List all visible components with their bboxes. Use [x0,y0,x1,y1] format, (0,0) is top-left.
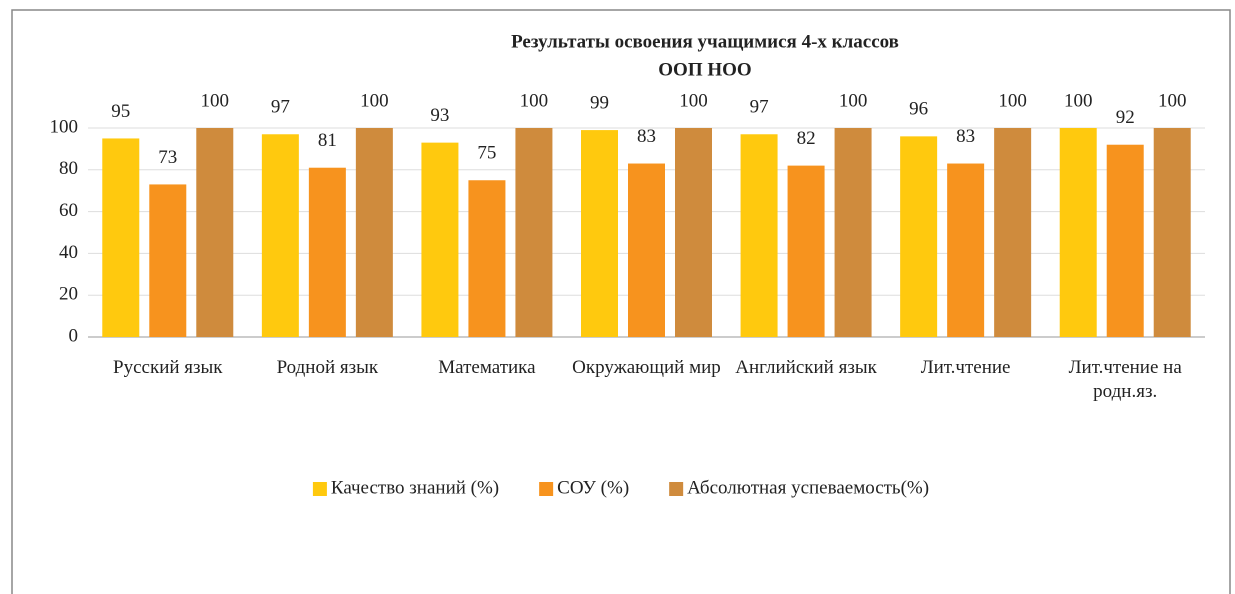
bar [102,138,140,337]
data-label: 97 [750,97,769,118]
data-label: 83 [637,126,656,147]
bar [308,167,346,337]
data-label: 99 [590,92,609,113]
x-tick-label: Английский язык [735,357,877,378]
data-label: 82 [797,128,816,149]
y-tick-label: 20 [59,284,78,305]
legend-swatch [539,482,554,496]
bar [149,184,187,337]
bar [1106,144,1144,337]
bar [834,128,872,337]
bar [1059,128,1097,337]
bar [355,128,393,337]
bar [468,180,506,337]
data-label: 100 [839,90,868,111]
bar [947,163,985,337]
data-label: 92 [1116,107,1135,128]
data-label: 100 [520,90,549,111]
y-tick-label: 40 [59,242,78,263]
data-label: 75 [477,143,496,164]
bar [196,128,234,337]
bar [515,128,553,337]
data-label: 93 [430,105,449,126]
data-label: 73 [158,147,177,168]
bar [900,136,938,337]
x-tick-label: Лит.чтение [920,357,1011,378]
y-tick-label: 80 [59,158,78,179]
legend-swatch [312,482,327,496]
bar [740,134,778,337]
bar [581,130,618,337]
bar [628,163,665,337]
x-tick-label: Лит.чтение на родн.яз. [1068,357,1182,402]
data-label: 100 [998,90,1027,111]
bar [787,165,825,337]
data-label: 83 [956,126,975,147]
bar [261,134,299,337]
legend-label: Абсолютная успеваемость(%) [687,477,929,498]
legend-label: СОУ (%) [557,477,629,498]
y-tick-label: 0 [69,325,79,346]
chart-title: ООП НОО [658,59,751,80]
data-label: 100 [679,90,708,111]
data-label: 100 [360,90,389,111]
x-tick-label: Русский язык [113,357,223,378]
data-label: 95 [111,101,130,122]
bar [675,128,712,337]
chart-border [11,9,1231,594]
bar [1153,128,1191,337]
bar [994,128,1032,337]
bar [421,142,459,337]
data-label: 81 [318,130,337,151]
y-tick-label: 100 [50,116,79,137]
y-tick-label: 60 [59,200,78,221]
data-label: 97 [271,97,290,118]
legend-swatch [669,482,684,496]
data-label: 100 [1158,90,1187,111]
data-label: 100 [201,90,230,111]
chart-title: Результаты освоения учащимися 4-х классо… [511,31,899,52]
data-label: 100 [1064,90,1093,111]
data-label: 96 [909,99,928,120]
x-tick-label: Родной язык [276,357,379,378]
x-tick-label: Математика [438,357,536,378]
x-tick-label: Окружающий мир [572,357,721,378]
legend-label: Качество знаний (%) [331,477,499,498]
